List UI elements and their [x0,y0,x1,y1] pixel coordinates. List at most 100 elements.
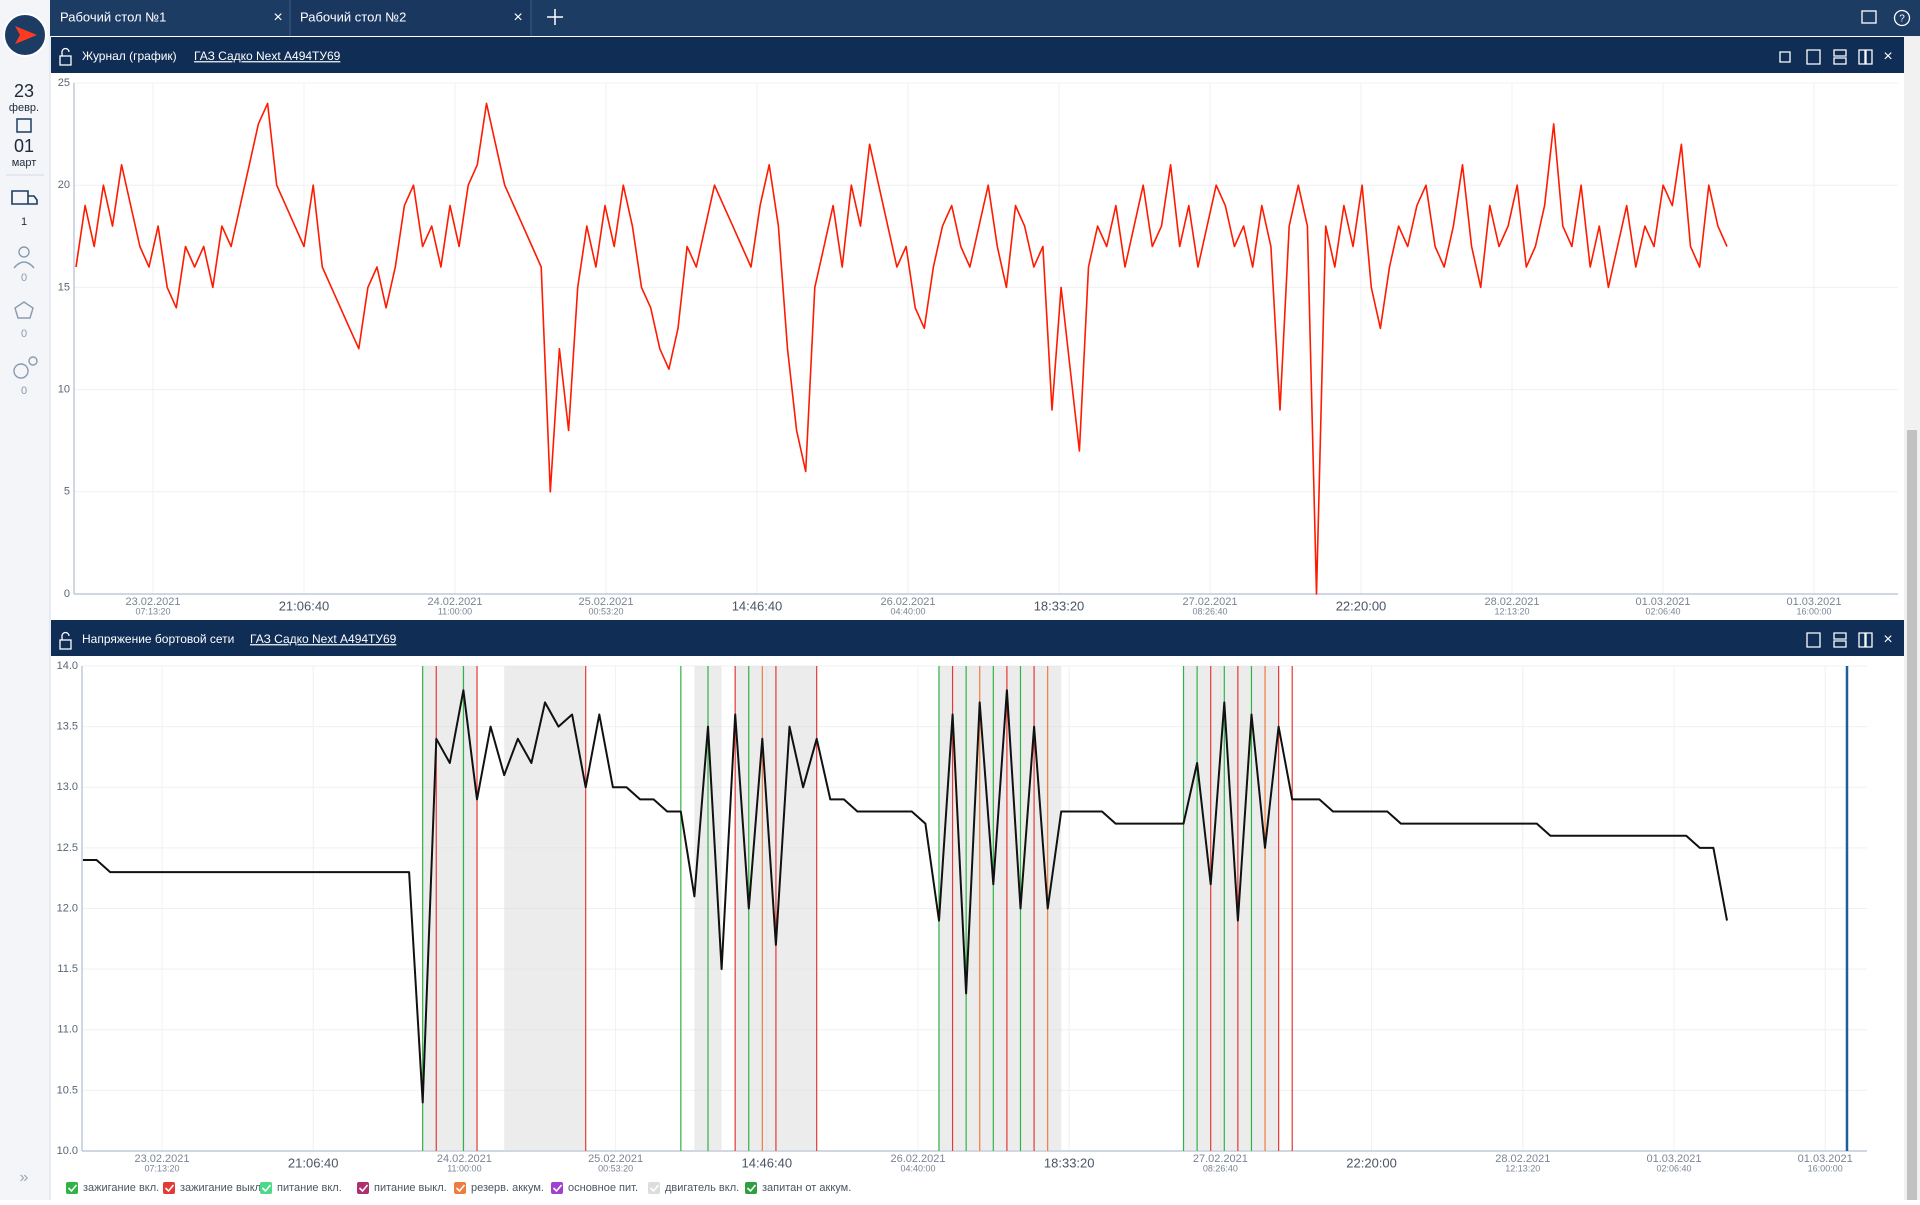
x-tick-sublabel: 16:00:00 [1796,606,1831,616]
x-tick-sublabel: 16:00:00 [1808,1163,1843,1173]
y-tick-label: 14.0 [57,660,78,672]
y-tick-label: 20 [58,179,70,191]
x-tick-label: 21:06:40 [288,1155,339,1170]
drivers-icon [13,261,35,269]
legend-label: двигатель вкл. [665,1182,739,1194]
y-tick-label: 10.0 [57,1145,78,1157]
messages-button[interactable] [1861,10,1877,24]
date-day: 01 [14,136,34,156]
panel-tools[interactable] [1779,49,1873,65]
y-tick-label: 15 [58,281,70,293]
legend-checkbox[interactable] [163,1182,175,1194]
vehicle-selector[interactable]: ГАЗ Садко Next А494ТУ69 [194,49,341,63]
x-tick-label: 23.02.2021 [125,596,180,608]
date-month: март [12,157,37,169]
engine-on-region [1183,666,1279,1151]
vehicles-button[interactable] [11,190,38,205]
tab-add[interactable] [547,9,563,25]
panel-header [51,620,1904,656]
x-tick-sublabel: 11:00:00 [447,1163,481,1173]
sidebar [0,0,50,1200]
x-tick-sublabel: 00:53:20 [588,606,623,616]
x-tick-sublabel: 00:53:20 [598,1163,633,1173]
x-tick-label: 26.02.2021 [890,1153,945,1165]
drivers-button[interactable] [18,246,30,258]
vehicles-count: 1 [21,216,27,228]
geozones-button[interactable] [13,363,29,379]
x-tick-label: 18:33:20 [1034,598,1085,613]
y-tick-label: 11.0 [57,1024,78,1036]
calendar-button[interactable] [16,118,32,133]
logo-arrow [15,26,37,44]
x-tick-label: 01.03.2021 [1635,596,1690,608]
legend-label: питание вкл. [277,1182,342,1194]
lock-icon [61,631,70,640]
x-tick-label: 18:33:20 [1044,1155,1095,1170]
legend-checkbox[interactable] [648,1182,660,1194]
tab-close[interactable]: × [273,9,282,26]
panel-tools[interactable] [1806,632,1873,648]
panel-title: Напряжение бортовой сети [82,632,234,646]
y-tick-label: 12.5 [57,842,78,854]
scrollbar-thumb[interactable] [1907,430,1917,1200]
legend-check [649,1184,660,1193]
geozones-count: 0 [21,385,27,397]
legend-checkbox[interactable] [66,1182,78,1194]
tab-active[interactable] [291,0,531,36]
x-tick-sublabel: 12:13:20 [1505,1163,1540,1173]
legend-check [261,1184,272,1193]
engine-on-region [938,666,1062,1151]
legend-check [455,1184,466,1193]
legend-check [67,1184,78,1193]
x-tick-label: 28.02.2021 [1495,1153,1550,1165]
x-tick-label: 14:46:40 [732,598,783,613]
lock-button[interactable] [59,639,72,650]
vehicle-selector[interactable]: ГАЗ Садко Next А494ТУ69 [250,632,397,646]
lock-button[interactable] [59,55,72,66]
sidebar-expand[interactable]: » [20,1169,29,1186]
y-tick-label: 13.0 [57,781,78,793]
x-tick-sublabel: 02:06:40 [1656,1163,1691,1173]
x-tick-label: 27.02.2021 [1182,596,1237,608]
groups-count: 0 [21,328,27,340]
legend-check [358,1184,369,1193]
x-tick-sublabel: 07:13:20 [144,1163,179,1173]
legend-check [746,1184,757,1193]
legend-checkbox[interactable] [454,1182,466,1194]
x-tick-label: 01.03.2021 [1646,1153,1701,1165]
x-tick-sublabel: 08:26:40 [1192,606,1227,616]
panel-title: Журнал (график) [82,49,177,63]
panel-close[interactable]: × [1883,631,1892,648]
line-series [83,689,1728,1104]
engine-on-region [504,666,586,1151]
x-tick-sublabel: 07:13:20 [135,606,170,616]
x-tick-label: 21:06:40 [279,598,330,613]
x-tick-sublabel: 04:40:00 [890,606,925,616]
x-tick-sublabel: 02:06:40 [1645,606,1680,616]
x-tick-label: 26.02.2021 [880,596,935,608]
x-tick-label: 23.02.2021 [134,1153,189,1165]
y-tick-label: 10.5 [57,1084,78,1096]
x-tick-label: 22:20:00 [1346,1155,1397,1170]
help-button[interactable] [1893,9,1911,27]
legend-checkbox[interactable] [357,1182,369,1194]
date-day: 23 [14,81,34,101]
x-tick-sublabel: 04:40:00 [900,1163,935,1173]
y-tick-label: 5 [64,486,70,498]
legend-label: зажигание выкл. [180,1182,264,1194]
legend-checkbox[interactable] [260,1182,272,1194]
tab[interactable] [50,0,290,36]
legend-label: запитан от аккум. [762,1182,851,1194]
legend-label: резерв. аккум. [471,1182,544,1194]
help-icon: ? [1899,14,1905,25]
legend-checkbox[interactable] [551,1182,563,1194]
panel-close[interactable]: × [1883,48,1892,65]
geozones-icon [28,356,38,366]
legend-checkbox[interactable] [745,1182,757,1194]
groups-button[interactable] [14,301,34,319]
tab-close[interactable]: × [513,9,522,26]
y-tick-label: 10 [58,384,70,396]
